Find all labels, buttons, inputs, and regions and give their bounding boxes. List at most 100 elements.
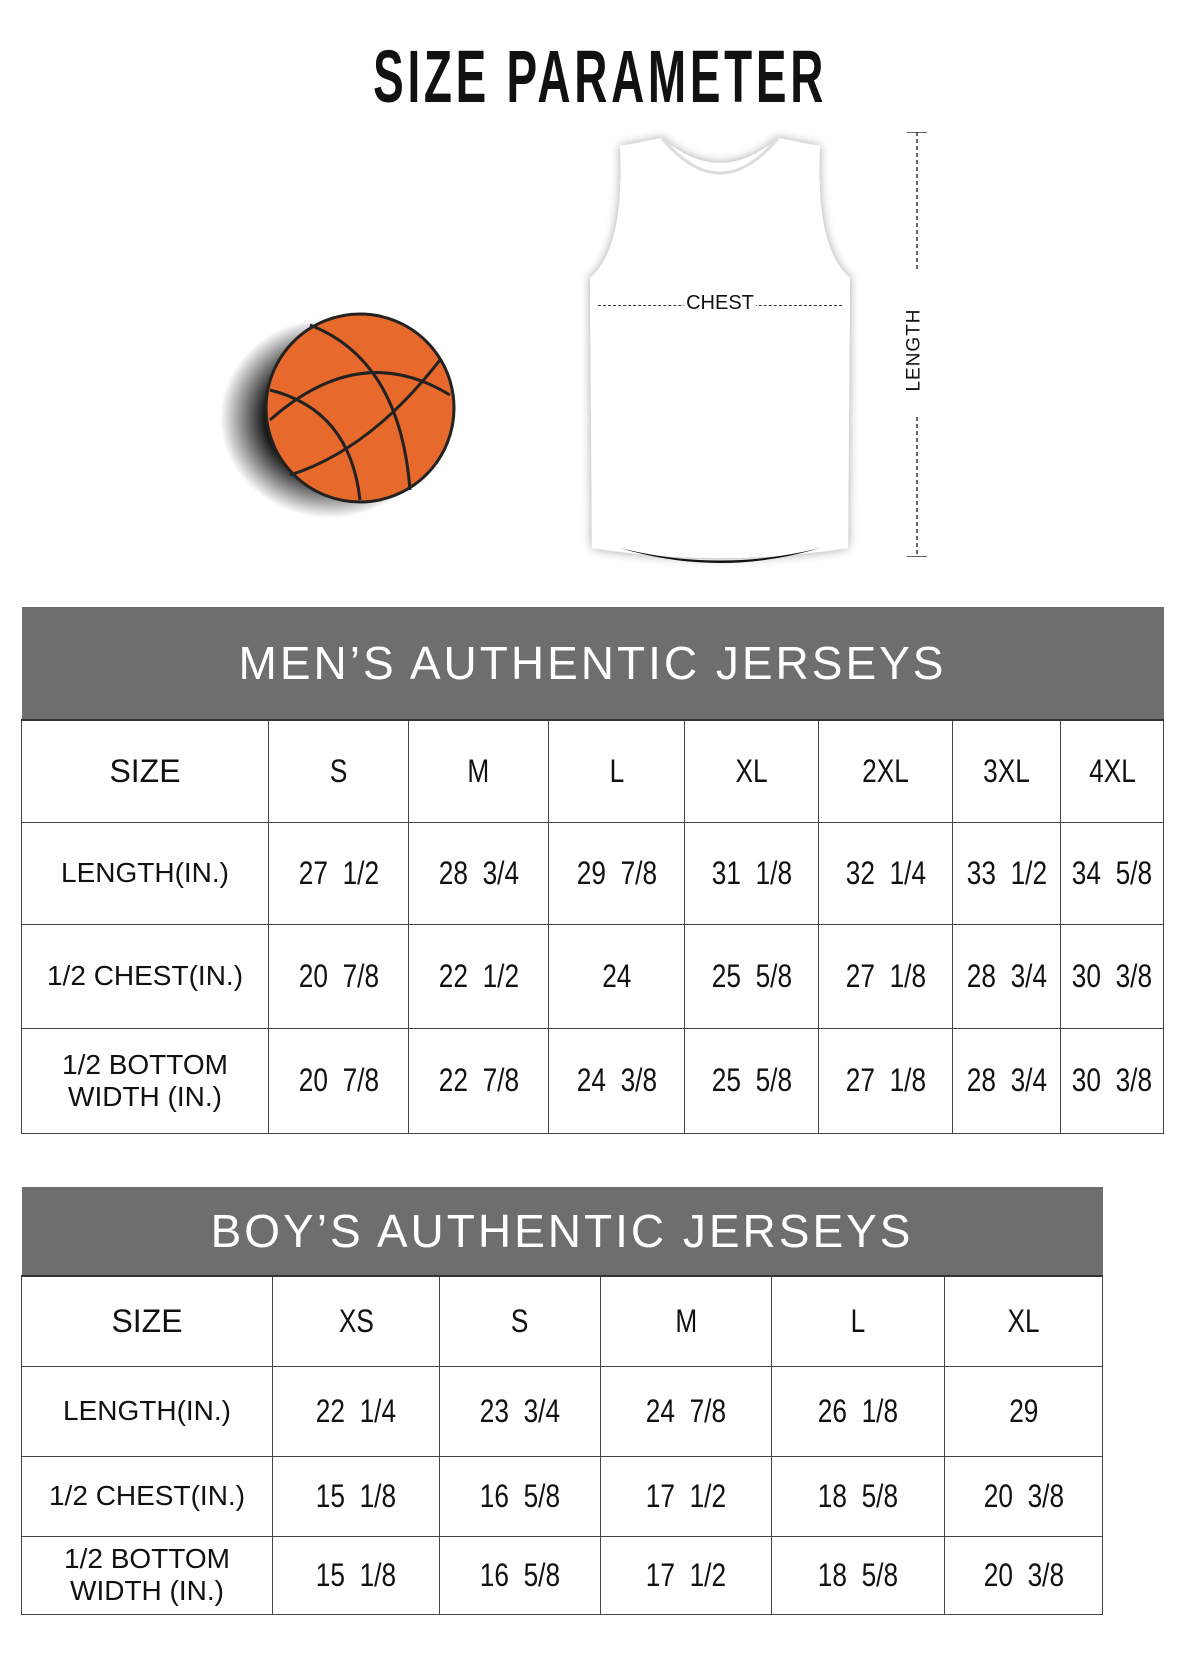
cell-text: 2XL — [862, 752, 909, 789]
cell-text: 22 7/8 — [438, 1062, 519, 1098]
table-cell: 15 1/8 — [272, 1455, 440, 1537]
row-label: SIZE — [21, 719, 269, 823]
table-cell: 28 3/4 — [408, 821, 549, 925]
cell-text: 18 5/8 — [817, 1556, 899, 1593]
table-cell: 20 7/8 — [268, 923, 409, 1029]
cell-text: 29 — [1008, 1392, 1039, 1429]
cell-text: 16 5/8 — [479, 1477, 561, 1514]
table-cell: 17 1/2 — [600, 1455, 772, 1537]
cell-text: 29 7/8 — [576, 854, 657, 891]
cell-text: XL — [1007, 1302, 1040, 1339]
table-header-row: SIZE S M L XL 2XL 3XL 4XL — [21, 719, 1164, 823]
chest-label: CHEST — [684, 292, 756, 314]
cell-text: 1/2 BOTTOM WIDTH (IN.) — [62, 1048, 228, 1112]
table-cell: 20 3/8 — [943, 1455, 1104, 1537]
page-title: SIZE PARAMETER — [372, 35, 827, 118]
table-cell: 31 1/8 — [684, 821, 819, 925]
row-label: 1/2 CHEST(IN.) — [21, 923, 269, 1029]
cell-text: 20 7/8 — [298, 1062, 379, 1098]
cell-text: LENGTH(IN.) — [63, 1395, 231, 1426]
cell-text: 27 1/8 — [845, 1062, 926, 1098]
table-cell: 3XL — [952, 719, 1061, 823]
table-cell: 20 3/8 — [943, 1535, 1104, 1615]
table-cell: 2XL — [818, 719, 953, 823]
cell-text: 15 1/8 — [315, 1556, 397, 1593]
table-cell: M — [600, 1275, 772, 1367]
cell-text: M — [467, 752, 490, 789]
cell-text: 22 1/4 — [315, 1392, 397, 1429]
table-cell: 30 3/8 — [1060, 1027, 1164, 1134]
cell-text: 15 1/8 — [315, 1477, 397, 1514]
table-cell: 24 3/8 — [548, 1027, 685, 1134]
table-row: LENGTH(IN.) 27 1/2 28 3/4 29 7/8 31 1/8 32 1/… — [21, 821, 1164, 925]
table-row: 1/2 BOTTOM WIDTH (IN.) 20 7/8 22 7/8 24 3/8… — [21, 1027, 1164, 1134]
cell-text: 18 5/8 — [817, 1477, 899, 1514]
cell-text: L — [850, 1302, 866, 1339]
table-cell: 29 — [943, 1365, 1104, 1457]
cell-text: 17 1/2 — [645, 1477, 727, 1514]
cell-text: 32 1/4 — [845, 854, 926, 891]
table-cell: L — [771, 1275, 945, 1367]
cell-text: SIZE — [111, 1303, 183, 1340]
table-cell: 30 3/8 — [1060, 923, 1164, 1029]
cell-text: SIZE — [109, 753, 181, 790]
cell-text: 28 3/4 — [966, 957, 1047, 994]
cell-text: 30 3/8 — [1071, 1062, 1153, 1098]
cell-text: 1/2 CHEST(IN.) — [48, 1480, 246, 1511]
cell-text: 34 5/8 — [1071, 854, 1153, 891]
boys-size-table: BOY’S AUTHENTIC JERSEYS SIZE XS S M L XL LENGT… — [21, 1187, 1104, 1615]
cell-text: XS — [338, 1302, 374, 1339]
table-cell: 22 7/8 — [408, 1027, 549, 1134]
cell-text: 26 1/8 — [817, 1392, 899, 1429]
table-cell: S — [439, 1275, 601, 1367]
cell-text: LENGTH(IN.) — [61, 857, 229, 888]
table-cell: 22 1/4 — [272, 1365, 440, 1457]
cell-text: L — [609, 752, 624, 789]
table-cell: 18 5/8 — [771, 1455, 945, 1537]
row-label: 1/2 BOTTOM WIDTH (IN.) — [21, 1027, 269, 1134]
table-cell: 25 5/8 — [684, 1027, 819, 1134]
table-cell: 16 5/8 — [439, 1455, 601, 1537]
cell-text: M — [675, 1302, 697, 1339]
table-cell: XL — [684, 719, 819, 823]
length-label: LENGTH — [904, 308, 926, 392]
table-cell: 24 — [548, 923, 685, 1029]
cell-text: 17 1/2 — [645, 1556, 727, 1593]
jersey-image — [590, 137, 850, 563]
table-cell: 16 5/8 — [439, 1535, 601, 1615]
table-row: 1/2 CHEST(IN.) 20 7/8 22 1/2 24 25 5/8 27 1/8… — [21, 923, 1164, 1029]
table-cell: 25 5/8 — [684, 923, 819, 1029]
table-cell: 26 1/8 — [771, 1365, 945, 1457]
table-cell: 15 1/8 — [272, 1535, 440, 1615]
cell-text: 20 7/8 — [298, 957, 379, 994]
cell-text: 27 1/8 — [845, 957, 926, 994]
cell-text: 1/2 BOTTOM WIDTH (IN.) — [64, 1543, 230, 1606]
cell-text: 30 3/8 — [1071, 957, 1153, 994]
mens-table-title: MEN’S AUTHENTIC JERSEYS — [21, 607, 1164, 721]
cell-text: S — [329, 752, 348, 789]
cell-text: 20 3/8 — [983, 1556, 1064, 1593]
table-cell: XL — [943, 1275, 1104, 1367]
cell-text: 27 1/2 — [298, 854, 379, 891]
cell-text: 20 3/8 — [983, 1477, 1064, 1514]
cell-text: XL — [735, 752, 768, 789]
table-cell: 33 1/2 — [952, 821, 1061, 925]
table-cell: S — [268, 719, 409, 823]
cell-text: 28 3/4 — [438, 854, 519, 891]
cell-text: 25 5/8 — [711, 1062, 792, 1098]
cell-text: 16 5/8 — [479, 1556, 561, 1593]
table-cell: 23 3/4 — [439, 1365, 601, 1457]
cell-text: 24 7/8 — [645, 1392, 727, 1429]
boys-table-title: BOY’S AUTHENTIC JERSEYS — [21, 1187, 1103, 1277]
table-cell: M — [408, 719, 549, 823]
cell-text: 24 — [601, 957, 632, 994]
table-row: LENGTH(IN.) 22 1/4 23 3/4 24 7/8 26 1/8 29 — [21, 1365, 1104, 1457]
basketball-image — [220, 312, 456, 518]
cell-text: 1/2 CHEST(IN.) — [46, 960, 244, 991]
row-label: 1/2 CHEST(IN.) — [21, 1455, 273, 1537]
cell-text: 33 1/2 — [966, 854, 1047, 891]
table-cell: 24 7/8 — [600, 1365, 772, 1457]
table-cell: 28 3/4 — [952, 923, 1061, 1029]
row-label: 1/2 BOTTOM WIDTH (IN.) — [21, 1535, 273, 1615]
table-row: 1/2 CHEST(IN.) 15 1/8 16 5/8 17 1/2 18 5/8 20… — [21, 1455, 1104, 1537]
